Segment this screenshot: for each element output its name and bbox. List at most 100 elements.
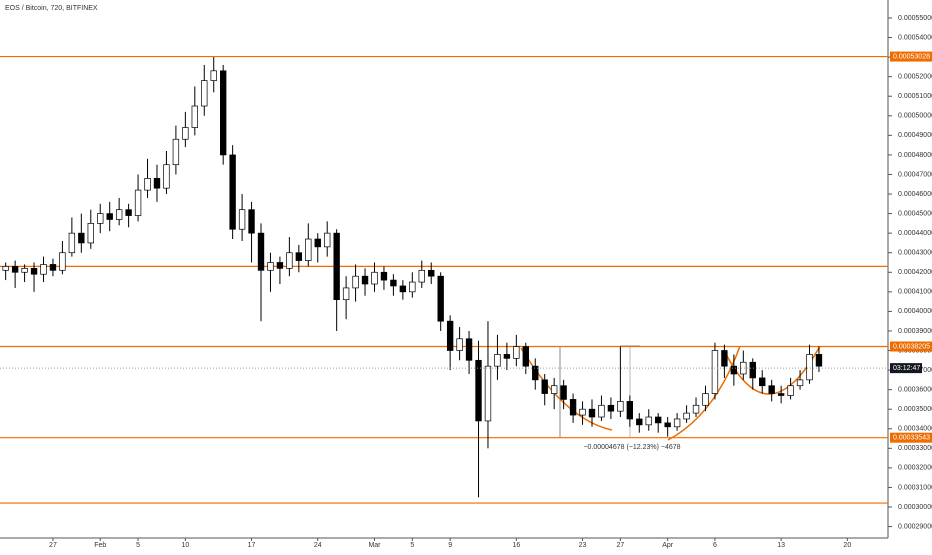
candle-body <box>664 422 671 428</box>
candle-body <box>342 287 350 301</box>
y-tick-label: 0.00041000 <box>898 289 932 296</box>
candle-body <box>740 361 747 375</box>
candle-body <box>437 275 444 322</box>
candle-body <box>815 354 823 367</box>
candle-body <box>219 70 227 156</box>
y-tick-label: 0.00039000 <box>898 328 932 335</box>
candle-body <box>78 232 85 244</box>
chart-title: EOS / Bitcoin, 720, BITFINEX <box>5 5 98 12</box>
y-tick-label: 0.00048000 <box>898 152 932 159</box>
x-tick-label: 27 <box>49 542 57 549</box>
candle-body <box>702 393 709 406</box>
candle-body <box>655 416 662 424</box>
candle-body <box>673 418 681 428</box>
price-label-box <box>890 432 932 443</box>
price-label-box <box>890 341 932 352</box>
price-label: 0.00038205 <box>893 343 930 350</box>
candle-body <box>787 385 794 396</box>
candle-body <box>522 346 529 367</box>
x-tick-label: 13 <box>777 542 785 549</box>
x-tick-label: Feb <box>94 542 106 549</box>
candle-body <box>125 209 132 216</box>
candle-body <box>399 285 407 293</box>
candle-body <box>352 275 359 289</box>
countdown: 03:12:47 <box>893 365 920 372</box>
x-tick-label: 20 <box>843 542 851 549</box>
y-tick-label: 0.00033000 <box>898 445 932 452</box>
candle-body <box>418 269 425 283</box>
candle-body <box>598 404 605 418</box>
candle-body <box>371 271 378 285</box>
candle-body <box>191 105 198 128</box>
candle-body <box>626 401 634 420</box>
x-tick-label: 9 <box>448 542 452 549</box>
candle-body <box>683 412 690 420</box>
x-tick-label: Mar <box>368 542 381 549</box>
y-tick-label: 0.00050000 <box>898 113 932 120</box>
candle-body <box>257 232 265 271</box>
candle-body <box>494 354 501 367</box>
candle-body <box>238 209 246 230</box>
candle-body <box>49 264 57 271</box>
candle-body <box>456 338 463 351</box>
x-tick-label: 6 <box>713 542 717 549</box>
candle-body <box>446 320 454 351</box>
candle-body <box>182 127 189 140</box>
candle-body <box>645 416 652 426</box>
candle-body <box>636 418 643 426</box>
candle-body <box>87 223 94 244</box>
candle-body <box>806 354 813 381</box>
x-tick-label: 5 <box>410 542 414 549</box>
x-tick-label: 23 <box>579 542 587 549</box>
candle-body <box>305 238 312 261</box>
y-tick-label: 0.00052000 <box>898 74 932 81</box>
y-tick-label: 0.00049000 <box>898 132 932 139</box>
candle-body <box>380 271 388 281</box>
y-tick-label: 0.00035000 <box>898 406 932 413</box>
candle-body <box>314 238 321 248</box>
y-tick-label: 0.00046000 <box>898 191 932 198</box>
x-tick-label: 10 <box>181 542 189 549</box>
candle-body <box>295 252 303 261</box>
countdown-box <box>890 363 922 374</box>
candle-body <box>40 264 47 275</box>
candle-body <box>409 281 416 293</box>
candle-body <box>30 268 38 275</box>
candle-body <box>532 365 539 381</box>
measure-label: −0.00004678 (−12.23%) −4678 <box>583 444 680 451</box>
x-tick-label: Apr <box>662 542 674 549</box>
candle-body <box>749 361 756 379</box>
y-tick-label: 0.00054000 <box>898 34 932 41</box>
candle-body <box>759 377 766 387</box>
y-tick-label: 0.00029000 <box>898 523 932 530</box>
candle-body <box>361 275 369 285</box>
candle-body <box>163 164 170 189</box>
candle-body <box>513 346 520 359</box>
candle-body <box>333 232 340 301</box>
y-tick-label: 0.00032000 <box>898 465 932 472</box>
candle-body <box>617 401 624 412</box>
y-tick-label: 0.00047000 <box>898 171 932 178</box>
candle-body <box>59 252 66 271</box>
y-tick-label: 0.00040000 <box>898 308 932 315</box>
candle-body <box>569 399 577 416</box>
candle-body <box>428 269 435 277</box>
candle-body <box>541 379 548 394</box>
candle-body <box>711 350 719 394</box>
candle-body <box>97 213 104 224</box>
candle-body <box>768 385 775 394</box>
candle-body <box>267 262 274 271</box>
candle-body <box>11 266 19 273</box>
x-tick-label: 24 <box>314 542 322 549</box>
candle-body <box>201 80 208 107</box>
candle-body <box>248 209 255 234</box>
y-tick-label: 0.00042000 <box>898 269 932 276</box>
candle-body <box>286 252 293 269</box>
y-tick-label: 0.00034000 <box>898 426 932 433</box>
x-tick-label: 5 <box>136 542 140 549</box>
candle-body <box>588 408 596 418</box>
candle-body <box>210 70 217 81</box>
candle-body <box>692 404 700 414</box>
candle-body <box>21 268 28 273</box>
